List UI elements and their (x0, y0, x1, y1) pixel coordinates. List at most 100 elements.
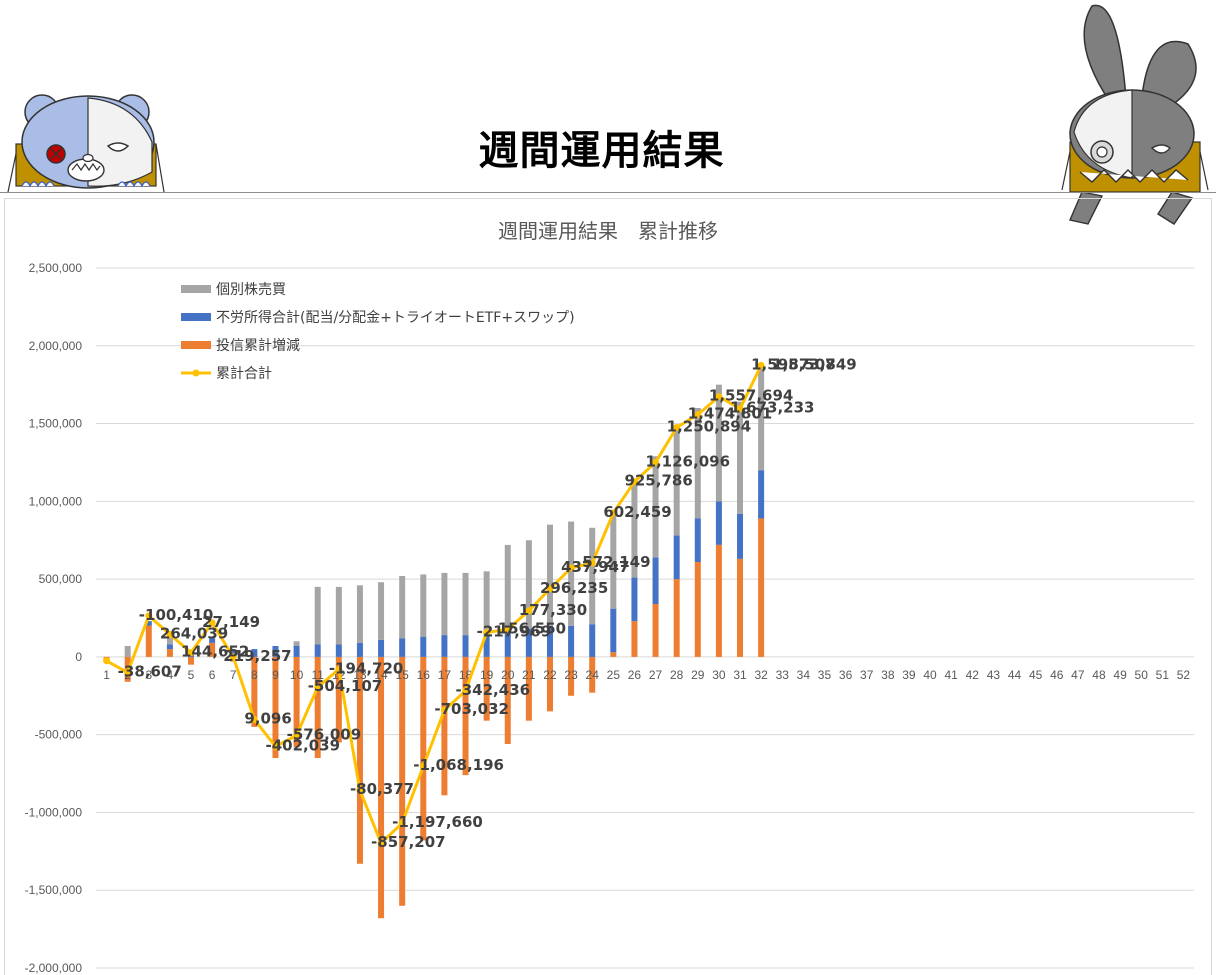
line-marker (229, 653, 237, 661)
bar-segment (145, 621, 152, 626)
y-tick-label: -2,000,000 (25, 961, 83, 974)
x-tick-label: 22 (543, 668, 557, 682)
y-tick-label: 1,000,000 (29, 494, 83, 508)
bar-segment (314, 586, 321, 645)
bar-segment (652, 456, 659, 558)
line-marker (757, 361, 765, 369)
bar-segment (335, 586, 342, 645)
data-label: 1,557,694 (709, 387, 793, 405)
bar-segment (694, 518, 701, 562)
line-marker (166, 630, 174, 638)
bar-segment (546, 524, 553, 626)
x-tick-label: 1 (103, 668, 110, 682)
bar-segment (209, 638, 216, 643)
bar-segment (715, 544, 722, 657)
line-marker (250, 715, 258, 723)
line-marker (630, 478, 638, 486)
data-label: 602,459 (603, 503, 671, 521)
bar-segment (673, 426, 680, 536)
line-marker (673, 423, 681, 431)
bar-segment (378, 639, 385, 657)
line-marker (103, 657, 111, 665)
x-tick-label: 49 (1113, 668, 1127, 682)
legend-swatch (181, 285, 211, 293)
x-tick-label: 41 (944, 668, 958, 682)
line-marker (504, 625, 512, 633)
data-label: 264,039 (160, 624, 228, 642)
x-tick-label: 4 (167, 668, 174, 682)
x-tick-label: 40 (923, 668, 937, 682)
line-marker (145, 612, 153, 620)
x-tick-label: 43 (987, 668, 1001, 682)
x-tick-label: 28 (670, 668, 684, 682)
bar-segment (504, 632, 511, 657)
bar-segment (441, 656, 448, 796)
x-tick-label: 34 (797, 668, 811, 682)
legend-label: 不労所得合計(配当/分配金+トライオートETF+スワップ) (216, 309, 575, 326)
bar-segment (441, 572, 448, 636)
x-tick-label: 17 (438, 668, 452, 682)
x-axis-tick-labels: 1234567891011121314151617181920212223242… (103, 668, 1190, 682)
line-marker (335, 665, 343, 673)
x-tick-label: 21 (522, 668, 536, 682)
x-tick-label: 36 (839, 668, 853, 682)
bar-segment (420, 574, 427, 637)
data-label: -100,410 (139, 606, 214, 624)
line-marker (525, 607, 533, 615)
bar-segment (293, 646, 300, 657)
x-tick-label: 39 (902, 668, 916, 682)
x-tick-label: 38 (881, 668, 895, 682)
bar-segment (420, 656, 427, 841)
data-label: 1,873,849 (772, 355, 856, 373)
bar-segment (652, 604, 659, 657)
y-tick-label: 2,500,000 (29, 261, 83, 275)
bar-segment (504, 656, 511, 744)
line-marker (483, 629, 491, 637)
x-tick-label: 23 (564, 668, 578, 682)
x-tick-label: 8 (251, 668, 258, 682)
data-label: -504,107 (308, 677, 383, 695)
bar-segment (673, 535, 680, 580)
line-marker (736, 405, 744, 413)
x-tick-label: 6 (209, 668, 216, 682)
bar-segment (483, 633, 490, 657)
y-tick-label: 1,500,000 (29, 417, 83, 431)
rabbit-mascot-icon (1061, 4, 1209, 225)
bar-segment (758, 518, 765, 657)
x-tick-label: 31 (733, 668, 747, 682)
chart-frame (4, 198, 1212, 975)
line-marker (588, 559, 596, 567)
x-tick-label: 24 (586, 668, 600, 682)
data-label: 437,947 (561, 558, 629, 576)
bar-segment (399, 638, 406, 657)
bar-segment (589, 656, 596, 693)
y-tick-label: -500,000 (35, 728, 83, 742)
bar-segment (124, 646, 131, 657)
bar-segment (483, 571, 490, 634)
line-marker (356, 786, 364, 794)
bar-segment (356, 585, 363, 643)
line-marker (462, 687, 470, 695)
x-tick-label: 33 (776, 668, 790, 682)
bar-segment (546, 625, 553, 657)
bar-segment (568, 521, 575, 626)
x-tick-label: 30 (712, 668, 726, 682)
bar-segment (251, 656, 258, 727)
bar-segment (314, 644, 321, 657)
bar-segment (462, 656, 469, 776)
line-marker (694, 411, 702, 419)
data-label: 27,149 (202, 613, 260, 631)
bar-segment (631, 621, 638, 657)
y-tick-label: 500,000 (39, 572, 83, 586)
data-label: 156,550 (498, 619, 566, 637)
bar-segment (420, 636, 427, 657)
x-tick-label: 45 (1029, 668, 1043, 682)
data-label: 1,673,233 (730, 399, 814, 417)
cumulative-line (105, 364, 763, 845)
bar-segment (737, 558, 744, 657)
data-label: -703,032 (434, 700, 509, 718)
bar-segment (166, 635, 173, 645)
bar-segment (715, 501, 722, 545)
